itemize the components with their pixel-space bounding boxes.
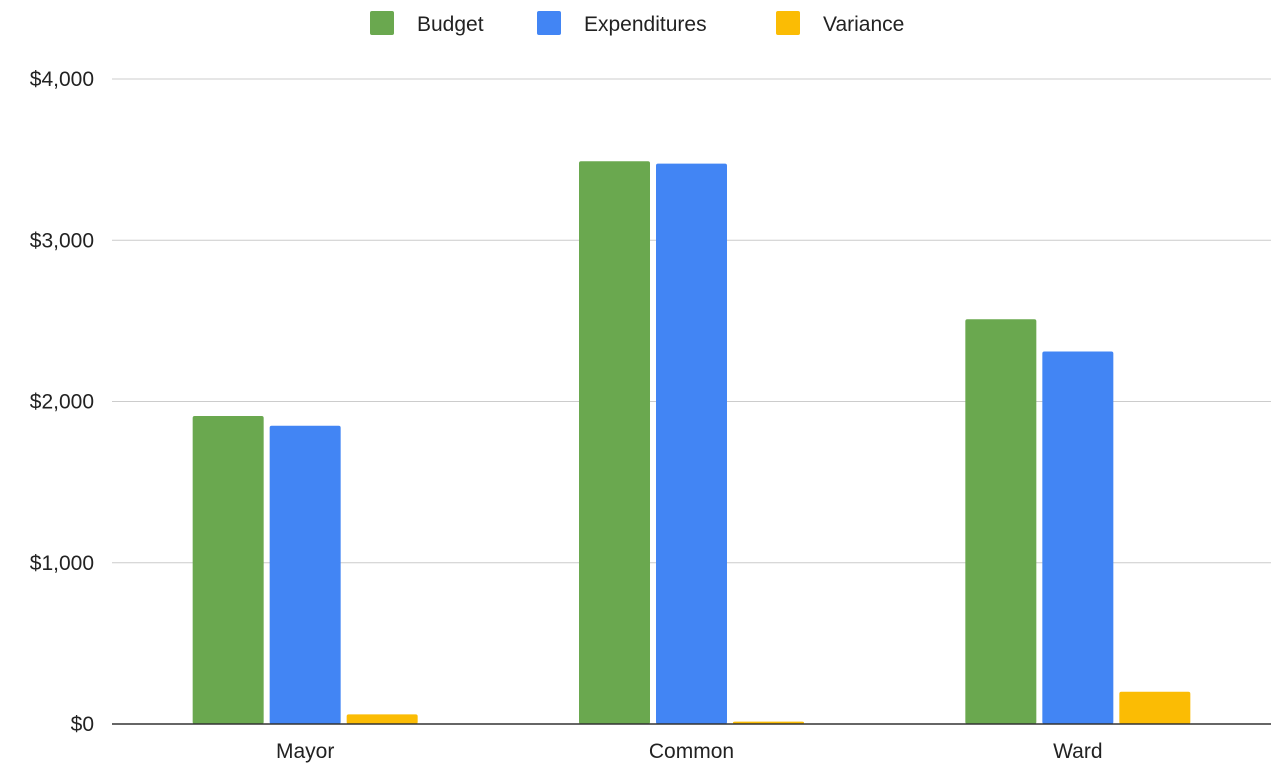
legend-swatch-variance (776, 11, 800, 35)
y-tick-label: $0 (71, 713, 94, 736)
legend-label-budget: Budget (417, 13, 484, 36)
legend: Budget Expenditures Variance (370, 11, 904, 36)
legend-swatch-expenditures (537, 11, 561, 35)
y-tick-label: $3,000 (30, 229, 94, 252)
y-tick-label: $4,000 (30, 68, 94, 91)
y-axis: $0 $1,000 $2,000 $3,000 $4,000 (30, 68, 94, 736)
bar-expenditures-mayor[interactable] (269, 425, 341, 724)
x-tick-label: Ward (1053, 740, 1102, 763)
y-tick-label: $1,000 (30, 552, 94, 575)
x-tick-label: Mayor (276, 740, 334, 763)
x-axis: Mayor Common Ward (276, 740, 1103, 763)
legend-label-expenditures: Expenditures (584, 13, 707, 36)
y-tick-label: $2,000 (30, 391, 94, 414)
bar-budget-ward[interactable] (965, 319, 1037, 724)
bar-expenditures-ward[interactable] (1042, 351, 1114, 724)
bar-variance-ward[interactable] (1119, 691, 1191, 724)
bar-variance-mayor[interactable] (346, 714, 418, 724)
bars (192, 161, 1191, 725)
legend-swatch-budget (370, 11, 394, 35)
bar-budget-common[interactable] (579, 161, 650, 725)
bar-expenditures-common[interactable] (656, 163, 727, 724)
bar-budget-mayor[interactable] (192, 416, 264, 724)
legend-label-variance: Variance (823, 13, 904, 36)
x-tick-label: Common (649, 740, 734, 763)
